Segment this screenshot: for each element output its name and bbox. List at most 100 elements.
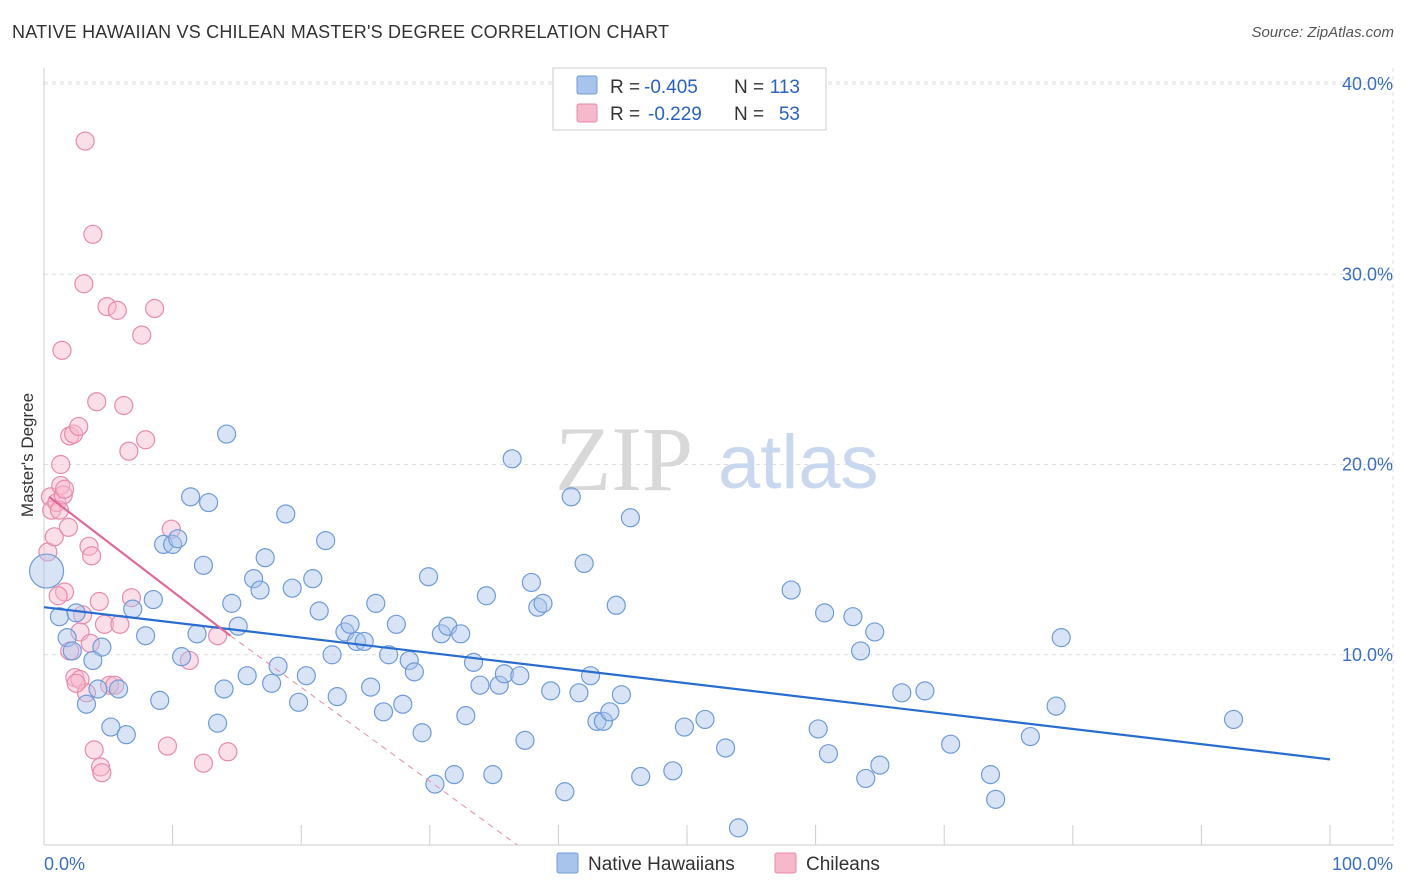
- native-hawaiians-point-20: [181, 487, 201, 507]
- native-hawaiians-point-30: [244, 569, 264, 589]
- x-tick-label-max: 100.0%: [1332, 854, 1393, 874]
- native-hawaiians-point-83: [593, 711, 614, 731]
- native-hawaiians-point-56: [412, 723, 432, 743]
- native-hawaiians-point-69: [494, 664, 514, 684]
- legend-r-label-0: R =: [610, 77, 640, 98]
- native-hawaiians-point-98: [843, 607, 863, 627]
- bottom-legend: Native Hawaiians Chileans: [556, 852, 880, 875]
- native-hawaiians-point-45: [340, 614, 360, 634]
- native-hawaiians-point-12: [123, 599, 143, 619]
- legend-n-value-1: 53: [779, 104, 800, 125]
- native-hawaiians-point-55: [404, 662, 424, 682]
- watermark-atlas: atlas: [718, 420, 879, 505]
- native-hawaiians-point-6: [83, 650, 103, 671]
- native-hawaiians-point-9: [76, 694, 97, 714]
- source-label: Source: ZipAtlas.com: [1251, 24, 1394, 41]
- native-hawaiians-point-48: [361, 677, 381, 697]
- native-hawaiians-point-104: [915, 681, 935, 701]
- y-tick-label-0: 10.0%: [1342, 645, 1393, 665]
- chileans-point-42: [144, 298, 165, 319]
- chart-title: NATIVE HAWAIIAN VS CHILEAN MASTER'S DEGR…: [12, 22, 670, 42]
- chileans-point-10: [52, 340, 72, 360]
- native-hawaiians-point-50: [373, 702, 394, 722]
- chileans-point-23: [81, 546, 102, 566]
- native-hawaiians-point-88: [631, 766, 651, 787]
- legend-r-label-1: R =: [610, 104, 640, 125]
- native-hawaiians-point-102: [870, 755, 890, 775]
- native-hawaiians-point-80: [574, 553, 594, 574]
- watermark-zip: ZIP: [555, 408, 693, 510]
- native-hawaiians-point-17: [163, 534, 183, 555]
- native-hawaiians-point-15: [150, 690, 170, 711]
- bottom-legend-swatch-chileans: [774, 852, 797, 874]
- native-hawaiians-point-78: [561, 487, 581, 507]
- y-tick-label-2: 30.0%: [1342, 264, 1393, 284]
- native-hawaiians-point-100: [856, 768, 876, 789]
- chileans-trend-extension: [230, 635, 518, 846]
- native-hawaiians-point-25: [214, 679, 234, 699]
- native-hawaiians-point-70: [502, 449, 522, 469]
- chileans-point-37: [114, 395, 134, 416]
- series-chileans-points: [38, 131, 238, 783]
- axes: [43, 68, 1393, 846]
- native-hawaiians-point-19: [172, 647, 192, 667]
- native-hawaiians-point-36: [282, 578, 302, 598]
- native-hawaiians-point-75: [533, 593, 553, 613]
- native-hawaiians-point-94: [781, 580, 801, 600]
- native-hawaiians-point-31: [250, 580, 270, 600]
- native-hawaiians-point-92: [715, 738, 736, 758]
- trend-lines: [43, 495, 1331, 846]
- y-tick-label-3: 40.0%: [1342, 74, 1393, 94]
- native-hawaiians-point-63: [456, 706, 476, 726]
- chileans-point-11: [51, 454, 71, 475]
- chileans-point-18: [69, 416, 89, 437]
- native-hawaiians-point-110: [1051, 628, 1071, 648]
- legend-n-label-0: N =: [734, 77, 764, 98]
- native-hawaiians-point-47: [354, 631, 374, 652]
- native-hawaiians-point-34: [268, 656, 288, 676]
- native-hawaiians-point-18: [168, 529, 188, 549]
- chileans-point-41: [135, 430, 156, 450]
- native-hawaiians-point-2: [66, 603, 86, 623]
- series-native-hawaiians-points: [28, 424, 1244, 838]
- native-hawaiians-point-22: [193, 555, 214, 575]
- native-hawaiians-point-68: [489, 675, 509, 695]
- y-axis-label: Master's Degree: [18, 393, 37, 517]
- bottom-legend-swatch-native-hawaiians: [556, 852, 579, 874]
- y-tick-label-1: 20.0%: [1342, 455, 1393, 475]
- y-tick-labels: 10.0% 20.0% 30.0% 40.0%: [1342, 74, 1393, 665]
- native-hawaiians-point-89: [663, 761, 683, 781]
- native-hawaiians-point-96: [815, 603, 835, 623]
- native-hawaiians-point-105: [941, 734, 961, 754]
- native-hawaiians-point-41: [316, 530, 336, 551]
- chileans-point-40: [132, 325, 152, 345]
- native-hawaiians-point-111: [1223, 709, 1244, 730]
- bottom-legend-label-native-hawaiians: Native Hawaiians: [588, 854, 735, 875]
- native-hawaiians-point-101: [865, 622, 885, 642]
- chileans-point-50: [48, 586, 68, 606]
- native-hawaiians-point-11: [116, 725, 136, 745]
- native-hawaiians-point-77: [555, 782, 575, 802]
- legend-swatch-chileans: [576, 103, 598, 123]
- native-hawaiians-point-97: [818, 744, 839, 764]
- native-hawaiians-point-10: [101, 717, 121, 737]
- chileans-point-25: [84, 740, 104, 760]
- native-hawaiians-point-79: [569, 683, 589, 703]
- native-hawaiians-point-76: [541, 681, 561, 701]
- native-hawaiians-point-52: [386, 614, 406, 634]
- native-hawaiians-point-71: [510, 666, 530, 686]
- chileans-point-35: [107, 300, 127, 320]
- native-hawaiians-point-43: [327, 687, 347, 707]
- native-hawaiians-point-74: [528, 597, 548, 617]
- chileans-point-20: [75, 131, 95, 151]
- chileans-point-27: [87, 392, 107, 412]
- chileans-point-19: [74, 274, 94, 294]
- legend-r-value-1: -0.229: [648, 104, 702, 125]
- native-hawaiians-point-21: [187, 624, 207, 644]
- legend-n-label-1: N =: [734, 104, 764, 125]
- native-hawaiians-point-64: [463, 652, 484, 672]
- native-hawaiians-point-67: [483, 765, 503, 785]
- native-hawaiians-point-57: [418, 567, 439, 587]
- legend-frame: [552, 67, 827, 131]
- native-hawaiians-point-66: [476, 586, 496, 606]
